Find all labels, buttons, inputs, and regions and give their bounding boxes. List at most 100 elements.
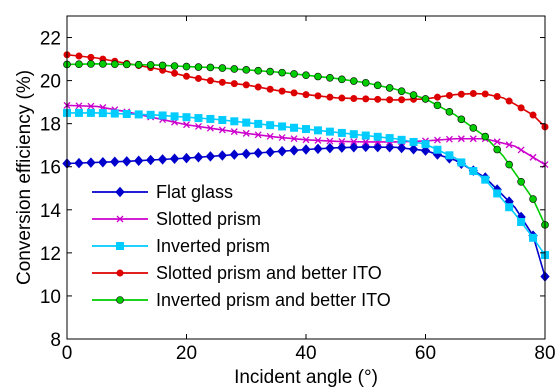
data-point — [397, 87, 406, 95]
x-tick-label: 60 — [415, 343, 436, 364]
data-point — [433, 93, 441, 101]
data-point — [111, 60, 119, 68]
data-point — [278, 122, 287, 131]
data-point — [183, 121, 190, 129]
data-point — [301, 144, 311, 155]
data-point — [349, 77, 358, 85]
data-point — [134, 155, 144, 166]
data-point — [529, 233, 538, 242]
data-point — [254, 66, 263, 75]
data-point — [193, 152, 204, 163]
legend-label: Inverted prism — [156, 236, 270, 256]
data-point — [266, 85, 274, 93]
y-tick-label: 8 — [50, 330, 61, 351]
data-point — [529, 111, 537, 119]
legend-item: Inverted prism — [92, 236, 270, 256]
data-point — [229, 149, 239, 160]
data-point — [241, 148, 251, 160]
data-point — [254, 119, 263, 128]
data-point — [87, 102, 95, 110]
legend-marker — [116, 215, 124, 223]
data-point — [493, 145, 502, 154]
data-point — [205, 151, 216, 162]
data-point — [230, 65, 239, 73]
data-point — [158, 61, 167, 70]
data-point — [326, 93, 334, 101]
data-point — [408, 144, 419, 155]
data-point — [398, 96, 406, 104]
data-point — [493, 138, 501, 146]
data-point — [469, 135, 477, 143]
y-tick-label: 12 — [40, 244, 61, 265]
data-point — [469, 167, 478, 176]
data-point — [384, 142, 395, 153]
data-point — [266, 132, 274, 140]
data-point — [325, 142, 335, 154]
data-point — [87, 60, 95, 68]
data-point — [266, 67, 274, 76]
data-point — [242, 129, 250, 137]
data-point — [157, 154, 168, 165]
data-point — [386, 96, 394, 104]
data-point — [218, 64, 227, 72]
y-tick-label: 10 — [40, 287, 61, 308]
data-point — [505, 203, 514, 212]
data-point — [457, 135, 465, 143]
data-point — [361, 141, 371, 153]
data-point — [373, 132, 382, 141]
data-point — [169, 153, 180, 165]
data-point — [361, 78, 370, 87]
data-point — [433, 145, 442, 154]
data-point — [289, 145, 299, 156]
data-point — [469, 124, 478, 132]
x-tick-label: 80 — [534, 343, 555, 364]
data-point — [74, 157, 84, 169]
data-point — [314, 92, 322, 100]
data-point — [277, 145, 287, 157]
legend-marker — [116, 269, 124, 277]
y-tick-label: 22 — [40, 29, 61, 50]
data-point — [337, 128, 346, 137]
data-point — [290, 70, 298, 78]
legend-item: Slotted prism and better ITO — [92, 263, 382, 283]
data-point — [122, 156, 132, 167]
data-point — [457, 158, 466, 167]
data-point — [99, 60, 107, 68]
data-point — [517, 178, 525, 186]
data-point — [529, 153, 537, 161]
data-point — [314, 72, 322, 81]
data-point — [182, 113, 191, 122]
data-point — [146, 110, 155, 119]
data-point — [86, 108, 95, 117]
data-point — [218, 116, 227, 125]
legend-item: Flat glass — [92, 182, 233, 202]
data-point — [314, 136, 322, 144]
data-point — [181, 152, 192, 164]
data-point — [385, 84, 394, 92]
data-point — [457, 115, 466, 124]
y-tick-label: 20 — [40, 72, 61, 93]
data-point — [75, 60, 83, 68]
x-tick-label: 0 — [62, 343, 73, 364]
data-point — [75, 52, 83, 60]
data-point — [338, 137, 346, 145]
data-point — [170, 112, 179, 121]
data-point — [302, 136, 310, 144]
data-point — [278, 68, 286, 77]
data-point — [265, 146, 275, 158]
data-point — [302, 71, 310, 80]
data-point — [217, 150, 228, 161]
data-point — [505, 141, 513, 149]
data-point — [206, 114, 215, 123]
data-point — [218, 78, 226, 86]
legend-marker — [115, 186, 125, 198]
legend-marker — [116, 242, 124, 250]
data-point — [242, 81, 250, 89]
data-point — [481, 175, 490, 184]
legend-label: Flat glass — [156, 182, 233, 202]
data-point — [206, 124, 214, 132]
data-point — [278, 87, 286, 95]
data-point — [290, 123, 299, 132]
data-point — [230, 128, 238, 136]
legend-item: Inverted prism and better ITO — [92, 290, 391, 310]
